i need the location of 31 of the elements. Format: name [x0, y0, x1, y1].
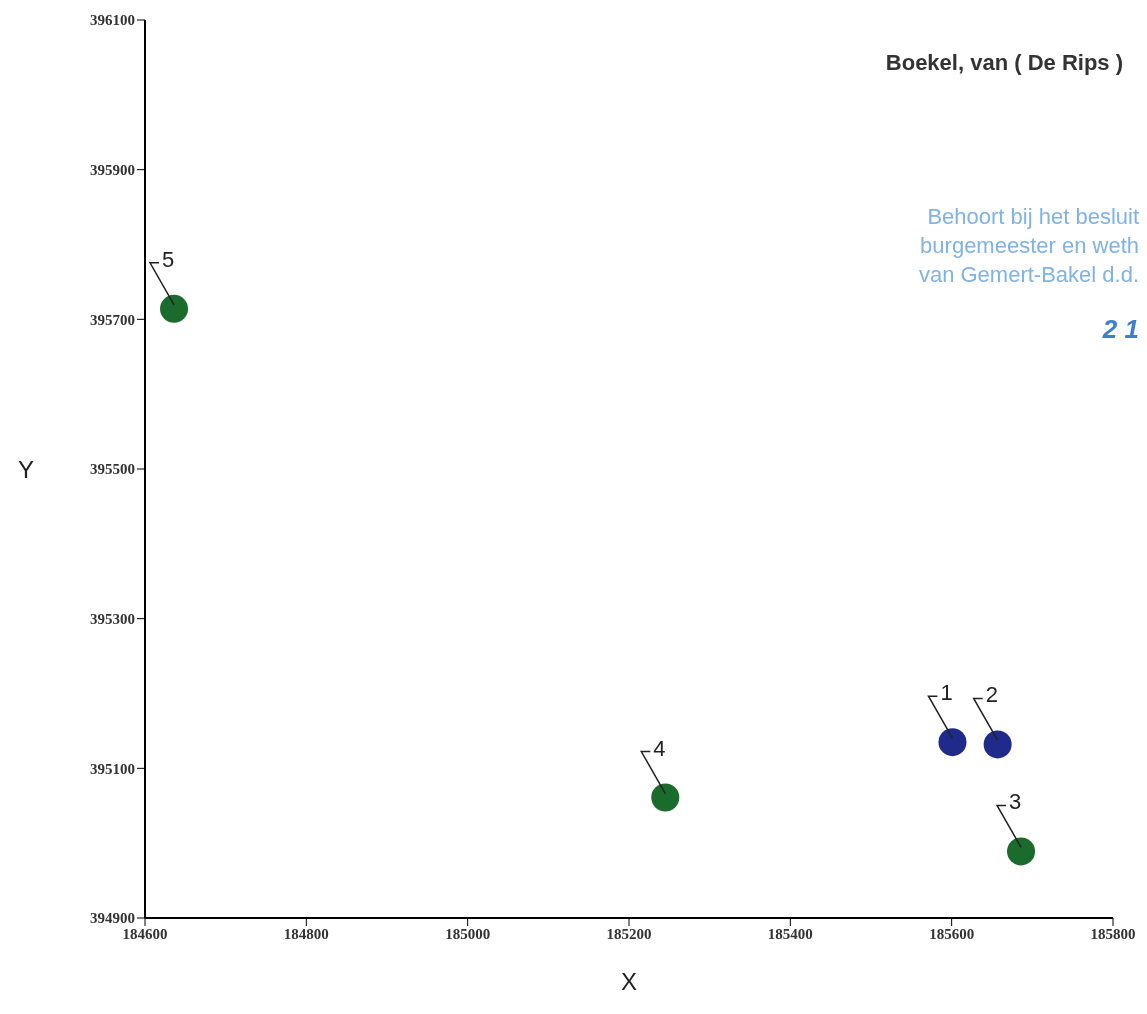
annotation: burgemeester en weth	[919, 232, 1139, 260]
point	[983, 730, 1012, 759]
y-tick-label: 395900	[90, 161, 135, 178]
y-tick-label: 394900	[90, 910, 135, 927]
point	[651, 783, 680, 812]
text: Boekel, van ( De Rips )	[885, 50, 1123, 76]
x-axis-title: X	[620, 968, 638, 995]
x-tick-label: 184600	[122, 925, 168, 942]
point	[1007, 837, 1036, 866]
y-axis-title: Y	[18, 455, 35, 483]
y-tick-label: 396100	[90, 12, 135, 29]
annotation: 4	[653, 735, 666, 761]
y-tick-label: 395700	[90, 311, 135, 328]
point	[160, 294, 189, 323]
point	[938, 728, 967, 757]
x-tick-label: 185200	[606, 925, 652, 942]
y-tick-label: 395300	[90, 610, 135, 627]
annotation: 5	[162, 246, 175, 272]
y-tick-label: 395500	[90, 461, 135, 478]
annotation: 3	[1009, 789, 1022, 815]
annotation: Behoort bij het besluit	[926, 203, 1139, 231]
x-tick-label: 185400	[767, 925, 813, 942]
x-tick-label: 185600	[929, 925, 975, 942]
x-tick-label: 185000	[445, 925, 491, 942]
annotation: van Gemert-Bakel d.d.	[918, 261, 1139, 289]
annotation: 2	[985, 682, 998, 708]
annotation: 1	[940, 680, 953, 706]
x-tick-label: 184800	[283, 925, 329, 942]
x-tick-label: 185800	[1090, 925, 1136, 942]
y-tick-label: 395100	[90, 760, 135, 777]
annotation: 2 1	[1101, 314, 1139, 344]
